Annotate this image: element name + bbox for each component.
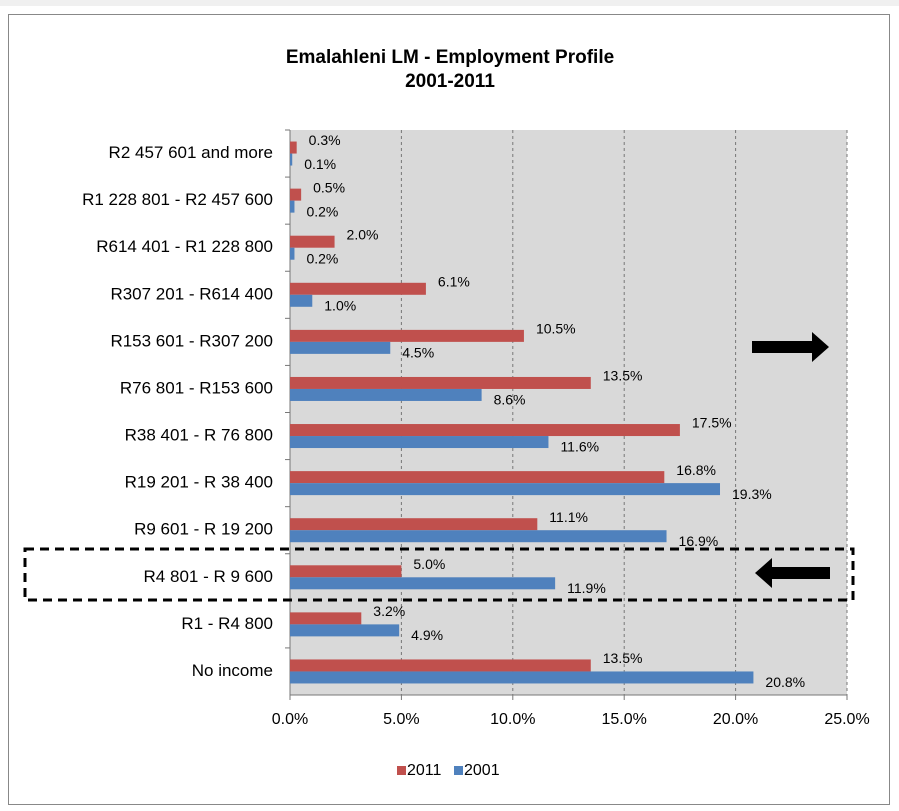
y-tick-label: R1 - R4 800 (181, 614, 273, 633)
x-tick-label: 0.0% (272, 711, 308, 728)
bar (290, 388, 482, 401)
data-label: 0.2% (306, 203, 338, 219)
bar (290, 247, 295, 260)
chart-title: Emalahleni LM - Employment Profile (286, 47, 614, 68)
bar (290, 577, 556, 590)
bar (290, 612, 362, 625)
data-label: 11.9% (567, 580, 606, 596)
data-label: 0.5% (313, 179, 345, 195)
data-label: 0.1% (304, 156, 336, 172)
data-label: 8.6% (494, 392, 526, 408)
bar (290, 141, 297, 154)
bar (290, 624, 400, 637)
bar (290, 530, 667, 543)
bar (290, 565, 402, 578)
data-label: 11.1% (549, 509, 588, 525)
bar (290, 153, 293, 166)
x-tick-label: 20.0% (713, 711, 758, 728)
y-tick-label: No income (192, 661, 273, 680)
data-label: 3.2% (373, 603, 405, 619)
bar (290, 329, 524, 342)
x-tick-label: 5.0% (383, 711, 419, 728)
arrow-right (752, 332, 829, 362)
bar (290, 471, 665, 484)
y-tick-label: R76 801 - R153 600 (120, 378, 273, 397)
bar (290, 235, 335, 248)
y-tick-label: R614 401 - R1 228 800 (96, 237, 273, 256)
data-label: 6.1% (438, 273, 470, 289)
y-tick-label: R307 201 - R614 400 (110, 284, 273, 303)
data-label: 13.5% (603, 368, 643, 384)
data-label: 4.9% (411, 627, 443, 643)
chart-title: 2001-2011 (405, 71, 495, 92)
data-label: 11.6% (560, 439, 599, 455)
data-label: 10.5% (536, 321, 576, 337)
bar (290, 282, 426, 295)
y-tick-label: R4 801 - R 9 600 (144, 567, 273, 586)
top-strip (0, 0, 899, 6)
data-label: 0.3% (309, 132, 341, 148)
bar (290, 341, 391, 354)
legend-label: 2011 (407, 762, 442, 779)
highlight-box (23, 547, 855, 602)
legend-swatch (454, 766, 463, 775)
data-label: 5.0% (413, 556, 445, 572)
bar (290, 188, 302, 201)
x-tick-label: 10.0% (490, 711, 535, 728)
bar (290, 483, 721, 496)
y-tick-label: R1 228 801 - R2 457 600 (82, 190, 273, 209)
data-label: 17.5% (692, 415, 732, 431)
y-tick-label: R153 601 - R307 200 (110, 331, 273, 350)
x-tick-label: 25.0% (824, 711, 869, 728)
y-tick-label: R9 601 - R 19 200 (134, 520, 273, 539)
data-label: 20.8% (765, 674, 805, 690)
x-tick-label: 15.0% (602, 711, 647, 728)
bar (290, 200, 295, 213)
data-label: 16.8% (676, 462, 716, 478)
data-label: 4.5% (402, 345, 434, 361)
y-tick-label: R38 401 - R 76 800 (125, 426, 273, 445)
bar (290, 376, 591, 389)
arrow-left (755, 558, 830, 588)
y-tick-label: R2 457 601 and more (109, 143, 273, 162)
data-label: 2.0% (347, 226, 379, 242)
data-label: 1.0% (324, 297, 356, 313)
data-label: 0.2% (306, 250, 338, 266)
data-label: 13.5% (603, 650, 643, 666)
bar (290, 436, 549, 449)
bar (290, 518, 538, 531)
bar (290, 424, 680, 437)
data-label: 16.9% (679, 533, 719, 549)
bar (290, 294, 313, 307)
legend-label: 2001 (464, 762, 500, 779)
bar (290, 659, 591, 672)
data-label: 19.3% (732, 486, 772, 502)
y-tick-label: R19 201 - R 38 400 (125, 473, 273, 492)
legend-swatch (397, 766, 406, 775)
bar (290, 671, 754, 684)
